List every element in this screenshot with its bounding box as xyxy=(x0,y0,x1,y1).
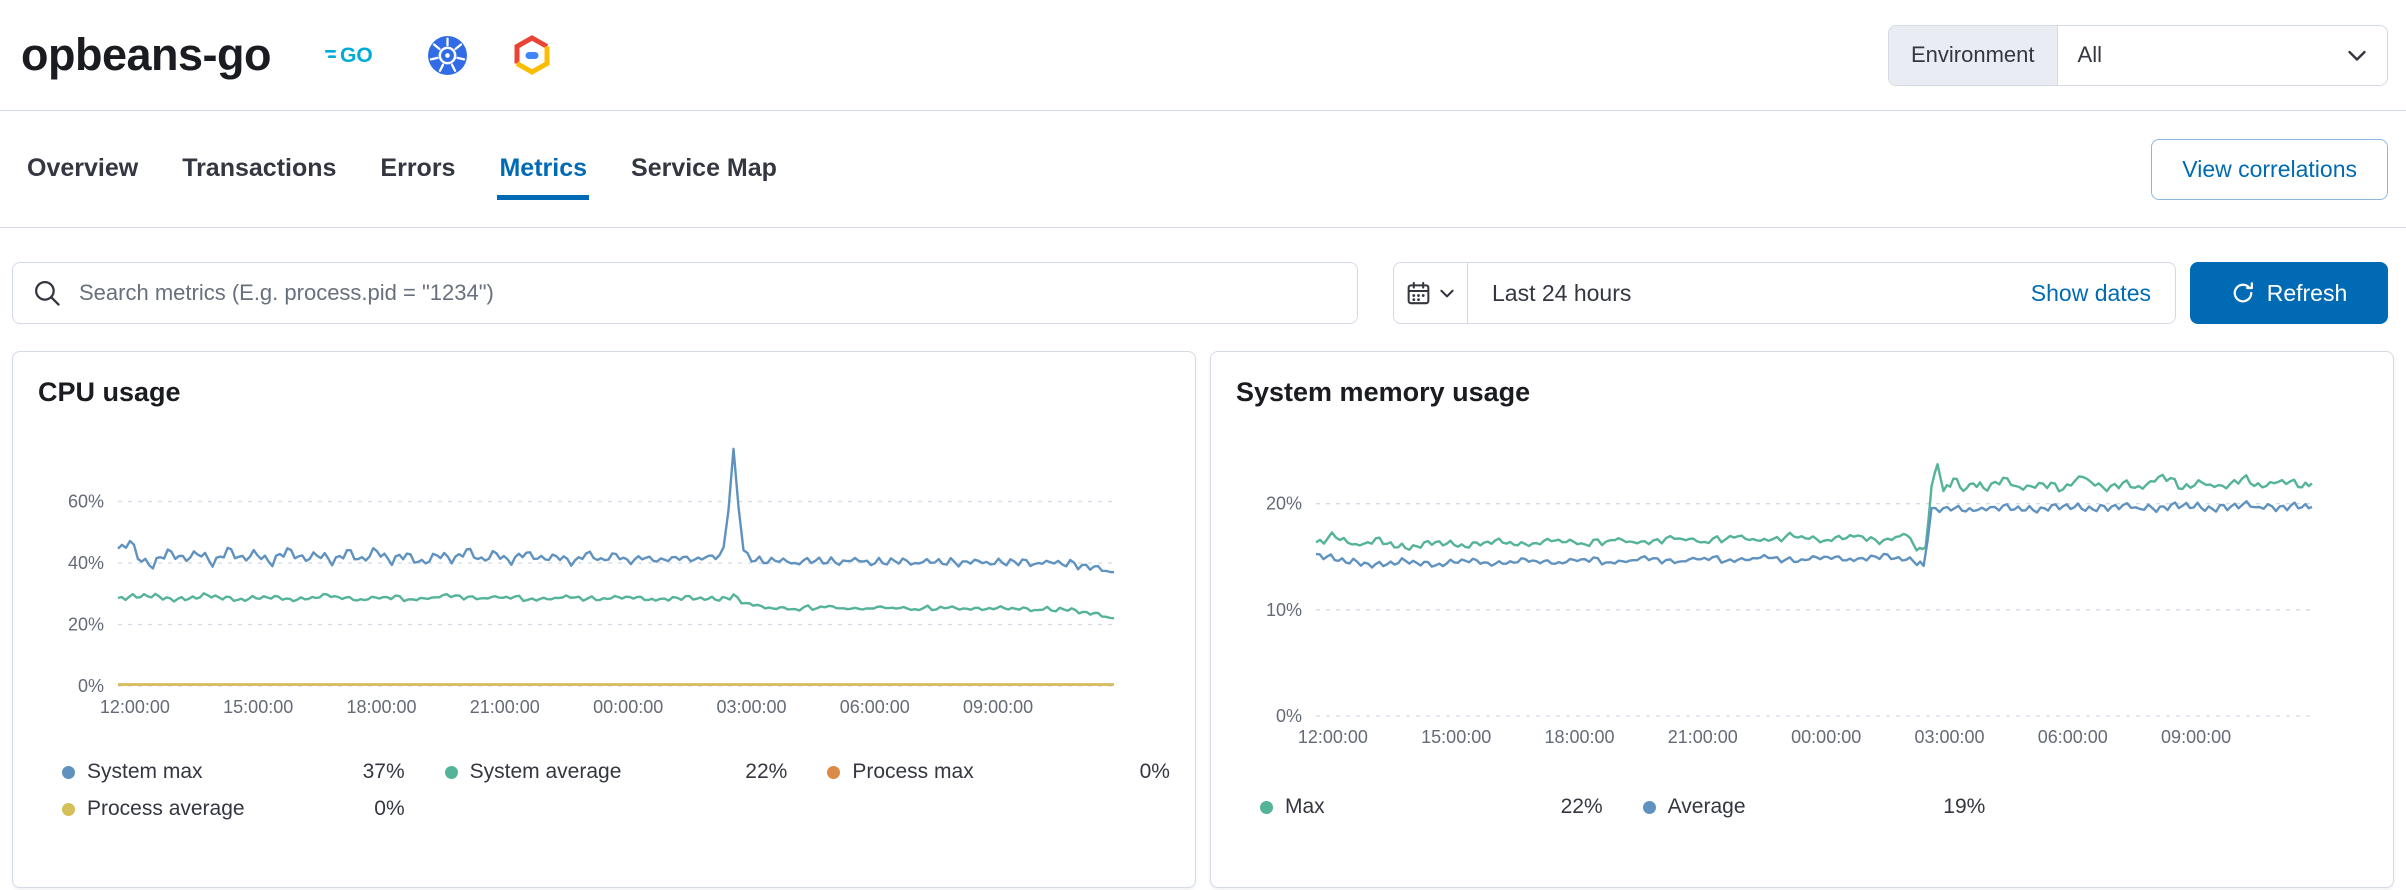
tab-errors[interactable]: Errors xyxy=(378,138,457,200)
svg-text:0%: 0% xyxy=(1276,706,1302,726)
legend-color-dot xyxy=(444,765,458,779)
svg-text:06:00:00: 06:00:00 xyxy=(2038,727,2108,747)
service-tabs: Overview Transactions Errors Metrics Ser… xyxy=(25,138,779,200)
legend-color-dot xyxy=(62,765,75,779)
legend-color-dot xyxy=(1260,800,1273,814)
svg-text:12:00:00: 12:00:00 xyxy=(1298,727,1368,747)
refresh-icon xyxy=(2231,281,2255,305)
memory-usage-legend: Max 22% Average 19% xyxy=(1260,795,2368,819)
environment-label: Environment xyxy=(1889,25,2058,85)
legend-item[interactable]: Max 22% xyxy=(1260,795,1603,819)
svg-text:18:00:00: 18:00:00 xyxy=(1544,727,1614,747)
show-dates-link[interactable]: Show dates xyxy=(2030,279,2151,306)
svg-text:00:00:00: 00:00:00 xyxy=(593,697,663,717)
legend-value: 0% xyxy=(1139,760,1170,783)
legend-label: Max xyxy=(1285,795,1325,818)
svg-text:GO: GO xyxy=(340,44,373,67)
legend-value: 22% xyxy=(1560,795,1603,818)
svg-text:00:00:00: 00:00:00 xyxy=(1791,727,1861,747)
svg-text:20%: 20% xyxy=(68,615,104,635)
page-title: opbeans-go xyxy=(21,29,272,80)
search-icon xyxy=(33,279,61,307)
cpu-usage-card: CPU usage 0% 20% 40% 60% 12:00:00 15:00:00 18:… xyxy=(12,351,1196,888)
legend-item[interactable]: Process max 0% xyxy=(827,760,1170,784)
svg-text:03:00:00: 03:00:00 xyxy=(1914,727,1984,747)
chevron-down-icon xyxy=(2345,43,2369,67)
svg-text:06:00:00: 06:00:00 xyxy=(840,697,910,717)
refresh-button-label: Refresh xyxy=(2266,279,2348,306)
legend-label: Process max xyxy=(852,760,974,783)
header-divider xyxy=(0,110,2406,111)
chart-series-line xyxy=(1315,500,2313,569)
legend-item[interactable]: Average 19% xyxy=(1642,795,1986,819)
go-logo-icon: GO xyxy=(325,42,383,68)
date-range-display: Last 24 hours Show dates xyxy=(1468,263,2175,323)
chevron-down-icon xyxy=(1438,284,1456,302)
svg-text:12:00:00: 12:00:00 xyxy=(100,697,170,717)
cpu-usage-title: CPU usage xyxy=(38,377,181,407)
legend-value: 22% xyxy=(745,760,788,783)
search-input-wrapper xyxy=(12,262,1358,324)
legend-label: Process average xyxy=(87,797,245,820)
legend-color-dot xyxy=(1642,800,1656,814)
chart-canvas[interactable]: 0% 10% 20% 12:00:00 15:00:00 18:00:00 21:00:00… xyxy=(1236,434,2368,750)
chart-series-line xyxy=(117,447,1115,574)
memory-usage-title: System memory usage xyxy=(1236,377,1531,407)
chart-series-line xyxy=(1315,463,2313,552)
cpu-usage-chart[interactable]: 0% 20% 40% 60% 12:00:00 15:00:00 18:00:00 21:00… xyxy=(38,434,1170,720)
svg-text:09:00:00: 09:00:00 xyxy=(2161,727,2231,747)
svg-text:03:00:00: 03:00:00 xyxy=(716,697,786,717)
tab-service-map[interactable]: Service Map xyxy=(629,138,779,200)
legend-color-dot xyxy=(827,765,841,779)
legend-value: 19% xyxy=(1943,795,1986,818)
cpu-usage-legend: System max 37% System average 22% Process ma… xyxy=(62,760,1170,821)
date-picker: Last 24 hours Show dates xyxy=(1393,262,2176,324)
svg-text:10%: 10% xyxy=(1266,600,1302,620)
cloud-hexagon-icon xyxy=(512,35,552,75)
tab-metrics[interactable]: Metrics xyxy=(497,138,590,200)
svg-text:18:00:00: 18:00:00 xyxy=(346,697,416,717)
memory-usage-card: System memory usage 0% 10% 20% 12:00:00 15:0… xyxy=(1210,351,2394,888)
legend-color-dot xyxy=(62,802,75,816)
svg-text:40%: 40% xyxy=(68,553,104,573)
chart-series-line xyxy=(117,592,1115,620)
search-metrics-input[interactable] xyxy=(77,279,1337,307)
svg-text:21:00:00: 21:00:00 xyxy=(470,697,540,717)
date-quick-select-button[interactable] xyxy=(1394,263,1468,323)
svg-text:15:00:00: 15:00:00 xyxy=(223,697,293,717)
svg-text:09:00:00: 09:00:00 xyxy=(963,697,1033,717)
calendar-icon xyxy=(1406,281,1431,306)
svg-text:21:00:00: 21:00:00 xyxy=(1668,727,1738,747)
legend-item[interactable]: System max 37% xyxy=(62,760,405,784)
legend-value: 0% xyxy=(374,797,405,820)
legend-item[interactable]: Process average 0% xyxy=(62,797,405,821)
chart-canvas[interactable]: 0% 20% 40% 60% 12:00:00 15:00:00 18:00:00 21:00… xyxy=(38,434,1170,720)
metrics-charts: CPU usage 0% 20% 40% 60% 12:00:00 15:00:00 18:… xyxy=(12,351,2394,888)
service-header: opbeans-go GO xyxy=(0,0,2406,110)
tab-transactions[interactable]: Transactions xyxy=(180,138,338,200)
memory-usage-chart[interactable]: 0% 10% 20% 12:00:00 15:00:00 18:00:00 21:00:00… xyxy=(1236,434,2368,750)
svg-text:60%: 60% xyxy=(68,492,104,512)
legend-value: 37% xyxy=(362,760,405,783)
view-correlations-button[interactable]: View correlations xyxy=(2151,138,2388,200)
svg-text:15:00:00: 15:00:00 xyxy=(1421,727,1491,747)
kubernetes-icon xyxy=(427,35,468,76)
legend-label: System max xyxy=(87,760,203,783)
refresh-button[interactable]: Refresh xyxy=(2190,262,2388,324)
metrics-toolbar: Last 24 hours Show dates Refresh xyxy=(12,262,2388,324)
tabs-divider xyxy=(0,227,2406,228)
legend-label: Average xyxy=(1667,795,1746,818)
date-range-label: Last 24 hours xyxy=(1492,279,1632,306)
svg-text:20%: 20% xyxy=(1266,494,1302,514)
legend-label: System average xyxy=(469,760,622,783)
environment-select[interactable]: Environment All xyxy=(1888,24,2388,86)
service-tabs-row: Overview Transactions Errors Metrics Ser… xyxy=(0,111,2406,227)
svg-text:0%: 0% xyxy=(78,676,104,696)
legend-item[interactable]: System average 22% xyxy=(444,760,788,784)
service-brand: opbeans-go GO xyxy=(21,29,552,81)
tab-overview[interactable]: Overview xyxy=(25,138,140,200)
environment-value: All xyxy=(2077,42,2102,67)
